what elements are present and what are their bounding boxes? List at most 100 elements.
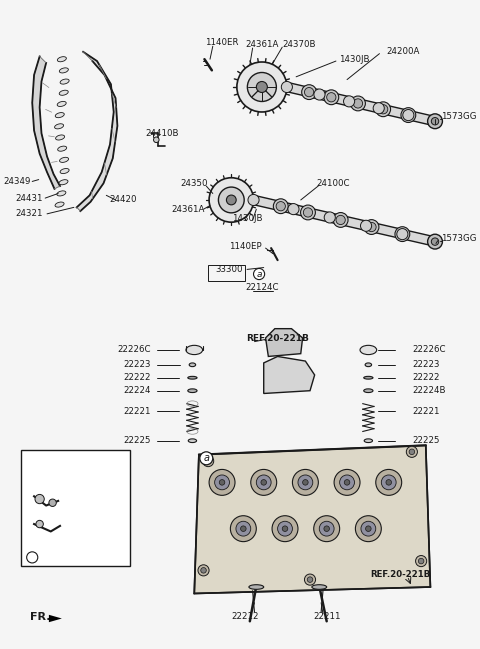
Circle shape (376, 469, 402, 495)
Circle shape (416, 556, 427, 567)
Text: 22221: 22221 (123, 406, 151, 415)
Circle shape (397, 228, 408, 239)
Text: 24321: 24321 (16, 210, 43, 218)
Circle shape (49, 499, 56, 506)
Text: 24100C: 24100C (316, 178, 350, 188)
Text: 24420: 24420 (109, 195, 137, 204)
Circle shape (419, 558, 424, 564)
Bar (208, 265, 245, 282)
Ellipse shape (56, 135, 65, 140)
Circle shape (292, 469, 318, 495)
Ellipse shape (60, 79, 69, 84)
Circle shape (247, 73, 276, 101)
Ellipse shape (57, 101, 66, 106)
Text: 22124C: 22124C (245, 284, 279, 293)
Circle shape (282, 526, 288, 532)
Ellipse shape (60, 68, 68, 73)
Circle shape (403, 110, 414, 121)
Ellipse shape (55, 112, 64, 117)
Circle shape (281, 81, 292, 93)
Circle shape (248, 195, 259, 206)
Circle shape (409, 449, 415, 454)
Text: a: a (204, 453, 209, 463)
Circle shape (428, 114, 443, 129)
Circle shape (324, 212, 336, 223)
Circle shape (373, 103, 384, 114)
Ellipse shape (364, 439, 372, 443)
Circle shape (314, 516, 340, 542)
Text: 24370B: 24370B (282, 40, 316, 49)
Circle shape (251, 469, 276, 495)
Circle shape (350, 96, 365, 111)
Circle shape (360, 220, 372, 231)
Circle shape (36, 520, 43, 528)
Circle shape (256, 475, 271, 490)
Text: REF.20-221B: REF.20-221B (246, 334, 309, 343)
Ellipse shape (55, 124, 63, 129)
Ellipse shape (188, 439, 197, 443)
Circle shape (273, 199, 288, 214)
Circle shape (430, 116, 441, 127)
Text: 24350: 24350 (180, 178, 208, 188)
Circle shape (367, 223, 376, 232)
Circle shape (201, 568, 206, 573)
Circle shape (314, 89, 325, 100)
Text: 22222: 22222 (123, 373, 151, 382)
Text: 24361A: 24361A (171, 204, 204, 214)
Text: 21516A: 21516A (41, 510, 75, 519)
Circle shape (333, 213, 348, 227)
Circle shape (324, 526, 329, 532)
Ellipse shape (249, 585, 264, 589)
Circle shape (209, 178, 253, 222)
Circle shape (406, 447, 418, 458)
Circle shape (428, 234, 443, 249)
Polygon shape (265, 328, 302, 356)
Circle shape (253, 269, 264, 280)
Ellipse shape (364, 376, 373, 379)
Circle shape (340, 475, 354, 490)
Ellipse shape (312, 585, 327, 589)
Circle shape (398, 230, 407, 239)
Text: 22212: 22212 (231, 612, 259, 621)
Text: 22211: 22211 (313, 612, 340, 621)
Polygon shape (77, 52, 118, 211)
Polygon shape (194, 445, 431, 593)
Polygon shape (264, 356, 315, 393)
Text: 24349: 24349 (3, 177, 30, 186)
Circle shape (376, 102, 391, 117)
Circle shape (240, 526, 246, 532)
Text: 1573GG: 1573GG (442, 234, 477, 243)
Circle shape (300, 205, 315, 220)
Circle shape (198, 565, 209, 576)
Circle shape (432, 238, 439, 245)
Ellipse shape (360, 345, 377, 354)
Text: 1573GG: 1573GG (442, 112, 477, 121)
Circle shape (353, 99, 362, 108)
Text: 1140EP: 1140EP (229, 242, 262, 251)
Circle shape (364, 219, 379, 234)
Text: 24361A: 24361A (245, 40, 278, 49)
Circle shape (256, 82, 267, 93)
Circle shape (401, 108, 416, 123)
Circle shape (319, 521, 334, 536)
Circle shape (203, 456, 214, 467)
Ellipse shape (60, 157, 69, 162)
Text: 24410B: 24410B (145, 129, 179, 138)
Circle shape (327, 93, 336, 102)
Text: a: a (29, 552, 35, 563)
Ellipse shape (59, 90, 68, 95)
Circle shape (386, 480, 392, 485)
Circle shape (336, 215, 345, 225)
Text: 22224B: 22224B (412, 386, 445, 395)
Circle shape (276, 202, 286, 211)
Text: 22223: 22223 (412, 360, 439, 369)
Circle shape (379, 104, 388, 114)
Ellipse shape (189, 363, 196, 367)
Text: 22221: 22221 (412, 406, 439, 415)
Text: 1430JB: 1430JB (232, 214, 262, 223)
Ellipse shape (365, 363, 372, 367)
Circle shape (361, 521, 376, 536)
Text: 22226C: 22226C (117, 345, 151, 354)
Text: FR.: FR. (30, 611, 51, 622)
Circle shape (218, 187, 244, 213)
